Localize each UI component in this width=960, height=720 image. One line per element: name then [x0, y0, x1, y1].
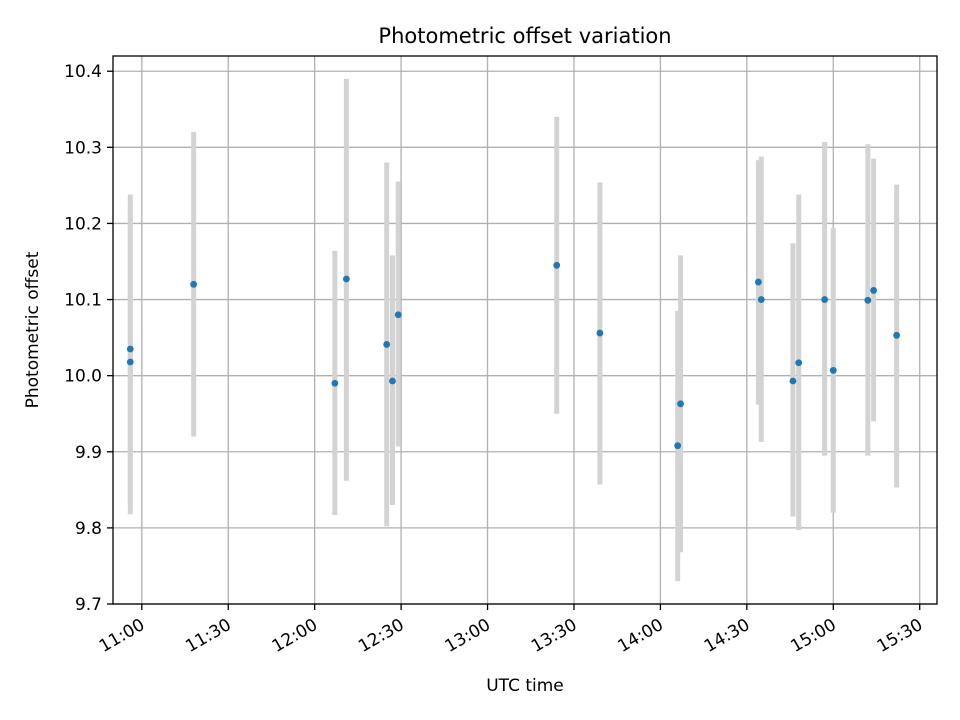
chart-title: Photometric offset variation	[378, 24, 671, 48]
data-point	[394, 311, 402, 319]
data-point	[553, 261, 561, 269]
y-tick-label: 10.2	[64, 214, 102, 234]
data-point	[795, 359, 803, 367]
data-point	[126, 345, 134, 353]
x-axis-title: UTC time	[486, 676, 564, 696]
data-point	[757, 296, 765, 303]
y-axis-ticks: 9.7 9.8 9.9 10.0 10.1 10.2 10.3 10.4	[64, 62, 113, 615]
data-point	[864, 296, 872, 304]
data-point	[677, 400, 684, 408]
x-tick-label: 15:30	[874, 615, 926, 657]
y-tick-label: 10.3	[64, 138, 102, 158]
y-tick-label: 9.7	[75, 595, 102, 615]
data-point	[754, 278, 762, 286]
data-point	[389, 377, 396, 385]
data-point	[190, 280, 198, 288]
y-tick-label: 9.9	[75, 443, 102, 463]
y-tick-label: 9.8	[75, 519, 102, 539]
x-tick-label: 14:30	[701, 615, 753, 657]
data-point	[893, 331, 901, 339]
x-tick-label: 11:00	[96, 615, 148, 657]
data-point	[789, 377, 797, 385]
data-point	[342, 275, 350, 283]
x-tick-label: 12:30	[355, 615, 407, 657]
data-point	[596, 329, 604, 337]
y-axis-title: Photometric offset	[23, 251, 43, 408]
data-point	[331, 379, 339, 387]
x-tick-label: 15:00	[787, 615, 839, 657]
data-point	[829, 366, 837, 374]
plot-frame	[112, 55, 938, 605]
y-tick-label: 10.0	[64, 367, 102, 387]
data-point	[870, 287, 878, 294]
x-axis-ticks: 11:00 11:30 12:00 12:30 13:00 13:30 14:00 14:30…	[96, 604, 926, 657]
x-tick-label: 13:00	[442, 615, 494, 657]
data-point	[674, 442, 682, 450]
errorbar-layer	[127, 78, 900, 582]
x-tick-label: 14:00	[614, 615, 666, 657]
grid-layer	[113, 56, 937, 605]
x-tick-label: 12:00	[269, 615, 321, 657]
data-point	[821, 296, 829, 303]
x-tick-label: 13:30	[528, 615, 580, 657]
point-layer	[126, 261, 901, 450]
data-point	[383, 341, 391, 348]
y-tick-label: 10.4	[64, 62, 102, 82]
y-tick-label: 10.1	[64, 291, 102, 311]
x-tick-label: 11:30	[182, 615, 234, 657]
data-point	[126, 358, 134, 366]
